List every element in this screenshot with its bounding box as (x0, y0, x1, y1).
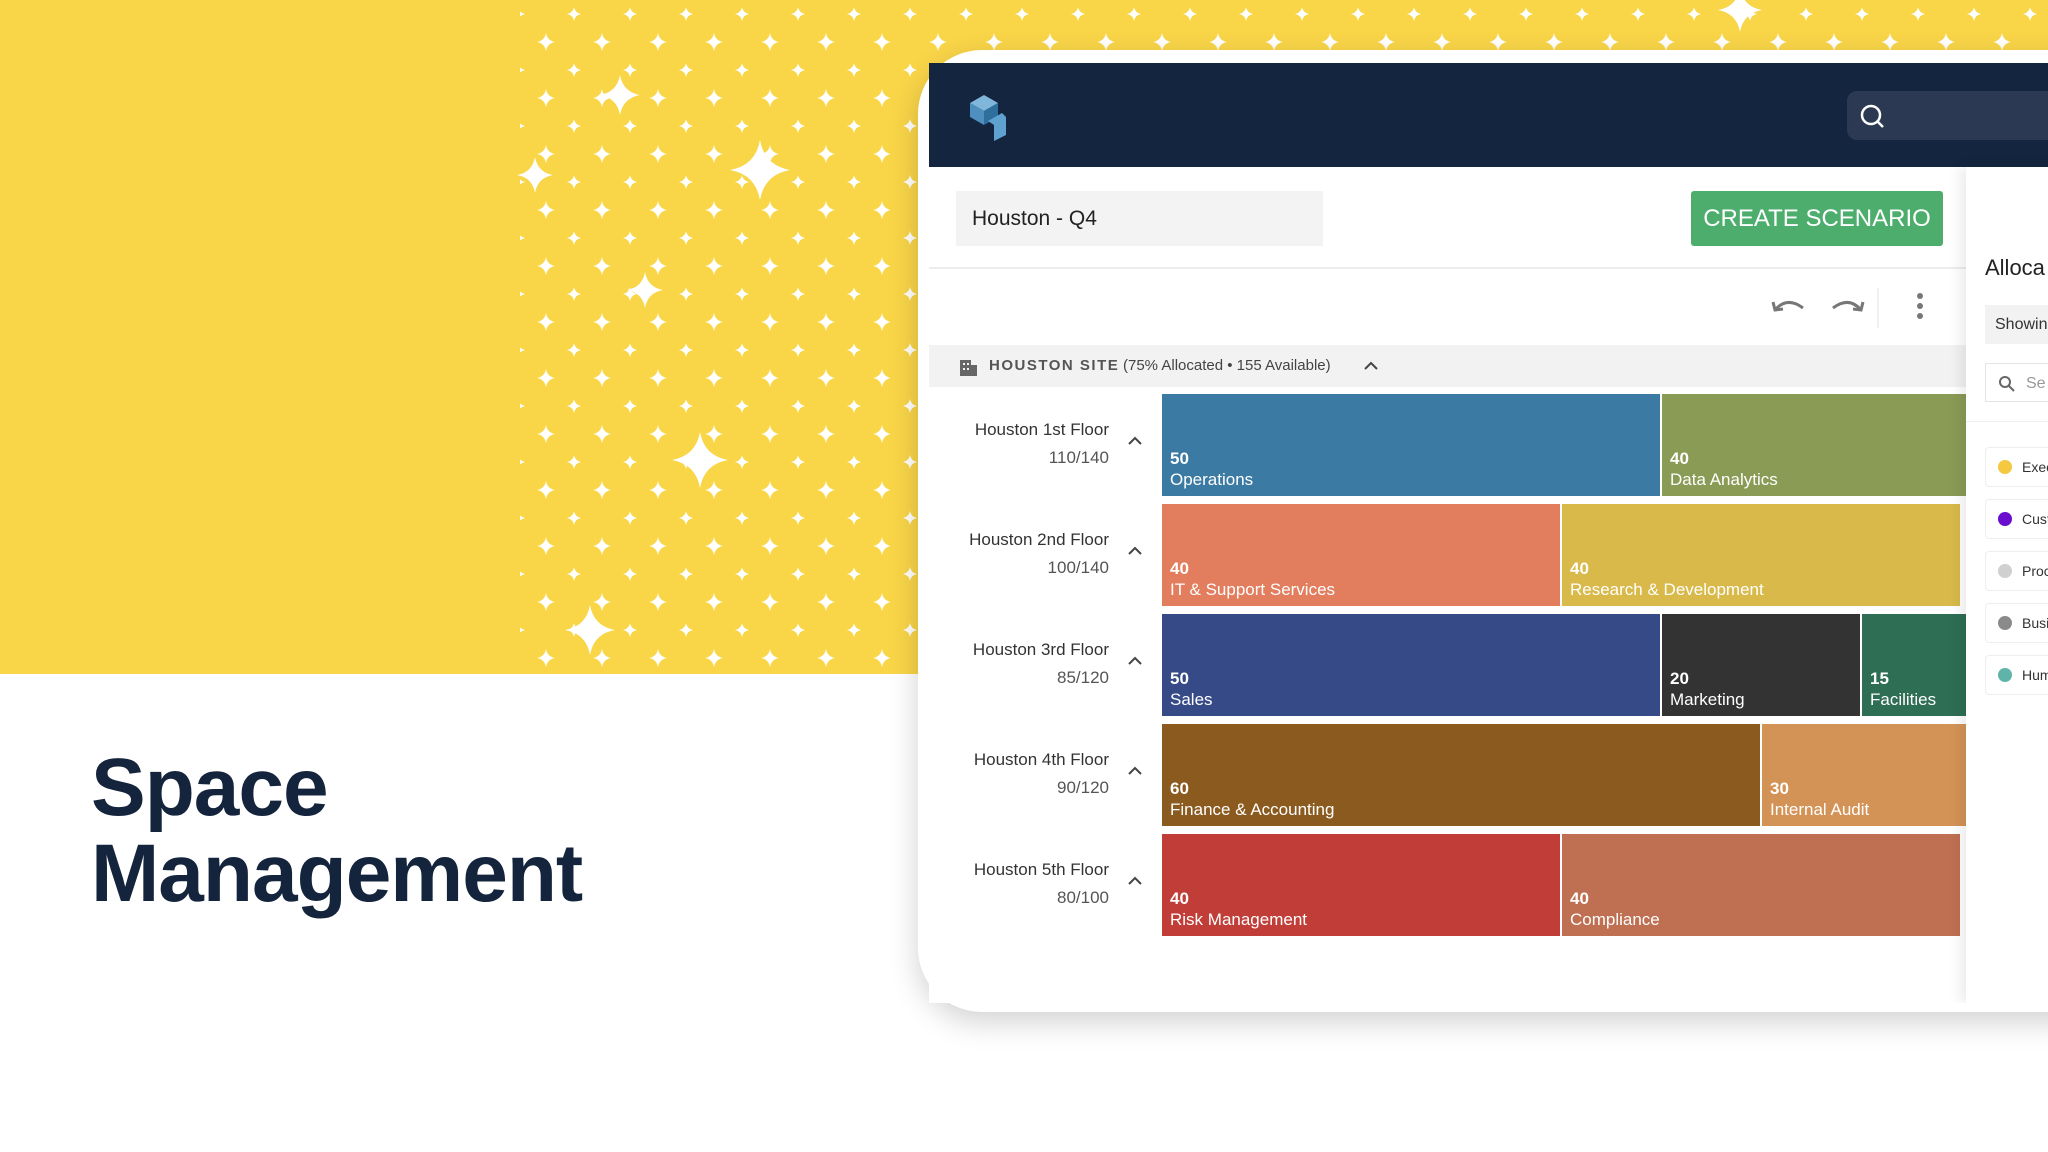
segment-value: 20 (1670, 669, 1689, 688)
floor-chevron[interactable] (1127, 654, 1143, 668)
allocation-segment[interactable]: 40 Compliance (1562, 834, 1962, 936)
segment-value: 30 (1770, 779, 1789, 798)
headline: Space Management (91, 742, 583, 919)
segment-name: Compliance (1570, 910, 1660, 929)
floor-chevron[interactable] (1127, 874, 1143, 888)
panel-title: Alloca (1985, 255, 2045, 280)
legend-label: Proc (2022, 563, 2048, 579)
allocation-segment[interactable]: 30 Internal Audit (1762, 724, 1966, 826)
floor-capacity: 90/120 (1057, 778, 1109, 797)
legend-dot (1998, 616, 2012, 630)
legend-dot (1998, 460, 2012, 474)
floor-bar: 50 Operations 40 Data Analytics (1162, 394, 1966, 496)
floor-capacity: 85/120 (1057, 668, 1109, 687)
toolbar (1771, 288, 1923, 328)
segment-name: Marketing (1670, 690, 1745, 709)
segment-value: 50 (1170, 669, 1189, 688)
allocation-segment[interactable]: 40 Data Analytics (1662, 394, 1966, 496)
floor-bar: 60 Finance & Accounting 30 Internal Audit (1162, 724, 1966, 826)
segment-value: 60 (1170, 779, 1189, 798)
create-scenario-button[interactable]: CREATE SCENARIO (1691, 191, 1943, 246)
legend-label: Exec (2022, 459, 2048, 475)
search-icon (1999, 376, 2015, 392)
floor-capacity: 110/140 (1048, 448, 1109, 467)
segment-name: Research & Development (1570, 580, 1764, 599)
floor-capacity: 80/100 (1057, 888, 1109, 907)
allocation-panel: Alloca Showin Se Exec Cust Proc Busi Hum (1966, 167, 2048, 1003)
legend-label: Busi (2022, 615, 2048, 631)
undo[interactable] (1773, 301, 1804, 312)
segment-name: Operations (1170, 470, 1254, 489)
floor-chevron[interactable] (1127, 764, 1143, 778)
redo[interactable] (1832, 301, 1863, 312)
legend-label: Hum (2022, 667, 2048, 683)
navbar (929, 63, 2048, 167)
segment-value: 50 (1170, 449, 1189, 468)
segment-name: Data Analytics (1670, 470, 1778, 489)
floor-chevron[interactable] (1127, 434, 1143, 448)
site-name: HOUSTON SITE (989, 357, 1120, 374)
allocation-segment[interactable]: 50 Operations (1162, 394, 1662, 496)
allocation-segment[interactable]: 15 Facilities (1862, 614, 1966, 716)
floor-chevron[interactable] (1127, 544, 1143, 558)
segment-value: 40 (1170, 559, 1189, 578)
segment-name: Internal Audit (1770, 800, 1870, 819)
segment-name: Finance & Accounting (1170, 800, 1335, 819)
building-icon (960, 360, 977, 376)
allocation-segment[interactable]: 60 Finance & Accounting (1162, 724, 1762, 826)
segment-name: Facilities (1870, 690, 1937, 709)
allocation-segment[interactable]: 20 Marketing (1662, 614, 1862, 716)
filter-select[interactable]: Showin (1985, 305, 2048, 344)
legend-label: Cust (2022, 511, 2048, 527)
legend-item[interactable]: Hum (1985, 655, 2048, 695)
search-icon (1860, 104, 1884, 128)
floor-name: Houston 3rd Floor (972, 640, 1109, 659)
floor-name: Houston 4th Floor (973, 750, 1109, 769)
segment-name: Risk Management (1170, 910, 1308, 929)
logo (970, 95, 1006, 141)
floor-name: Houston 2nd Floor (969, 530, 1109, 549)
collapse-chevron[interactable] (1363, 359, 1379, 373)
segment-value: 40 (1570, 889, 1589, 908)
segment-name: IT & Support Services (1170, 580, 1336, 599)
headline-line: Management (91, 828, 583, 919)
site-summary: (75% Allocated • 155 Available) (1123, 357, 1331, 374)
floor-bar: 50 Sales 20 Marketing 15 Facilities (1162, 614, 1966, 716)
panel-search[interactable]: Se (1985, 363, 2048, 402)
segment-name: Sales (1170, 690, 1213, 709)
divider (929, 267, 1966, 269)
floor-bar: 40 IT & Support Services 40 Research & Deve… (1162, 504, 1966, 606)
allocation-segment[interactable]: 40 Risk Management (1162, 834, 1562, 936)
legend-item[interactable]: Busi (1985, 603, 2048, 643)
legend-dot (1998, 668, 2012, 682)
divider (1966, 421, 2048, 422)
global-search[interactable] (1847, 91, 2048, 140)
legend-dot (1998, 512, 2012, 526)
legend-dot (1998, 564, 2012, 578)
segment-value: 40 (1570, 559, 1589, 578)
site-header[interactable]: HOUSTON SITE (75% Allocated • 155 Availa… (929, 345, 1966, 387)
allocation-segment[interactable]: 40 IT & Support Services (1162, 504, 1562, 606)
segment-value: 15 (1870, 669, 1889, 688)
floor-capacity: 100/140 (1047, 558, 1109, 577)
allocation-segment[interactable]: 40 Research & Development (1562, 504, 1962, 606)
segment-value: 40 (1670, 449, 1689, 468)
legend-item[interactable]: Proc (1985, 551, 2048, 591)
floor-bar: 40 Risk Management 40 Compliance (1162, 834, 1966, 936)
segment-value: 40 (1170, 889, 1189, 908)
headline-line: Space (91, 742, 329, 833)
allocation-segment[interactable]: 50 Sales (1162, 614, 1662, 716)
legend-item[interactable]: Cust (1985, 499, 2048, 539)
legend-item[interactable]: Exec (1985, 447, 2048, 487)
app-screen: Houston - Q4 CREATE SCENARIO HOUSTON SIT… (929, 63, 2048, 1003)
scenario-name-input[interactable]: Houston - Q4 (956, 191, 1323, 246)
floor-name: Houston 1st Floor (974, 420, 1109, 439)
floor-name: Houston 5th Floor (973, 860, 1109, 879)
